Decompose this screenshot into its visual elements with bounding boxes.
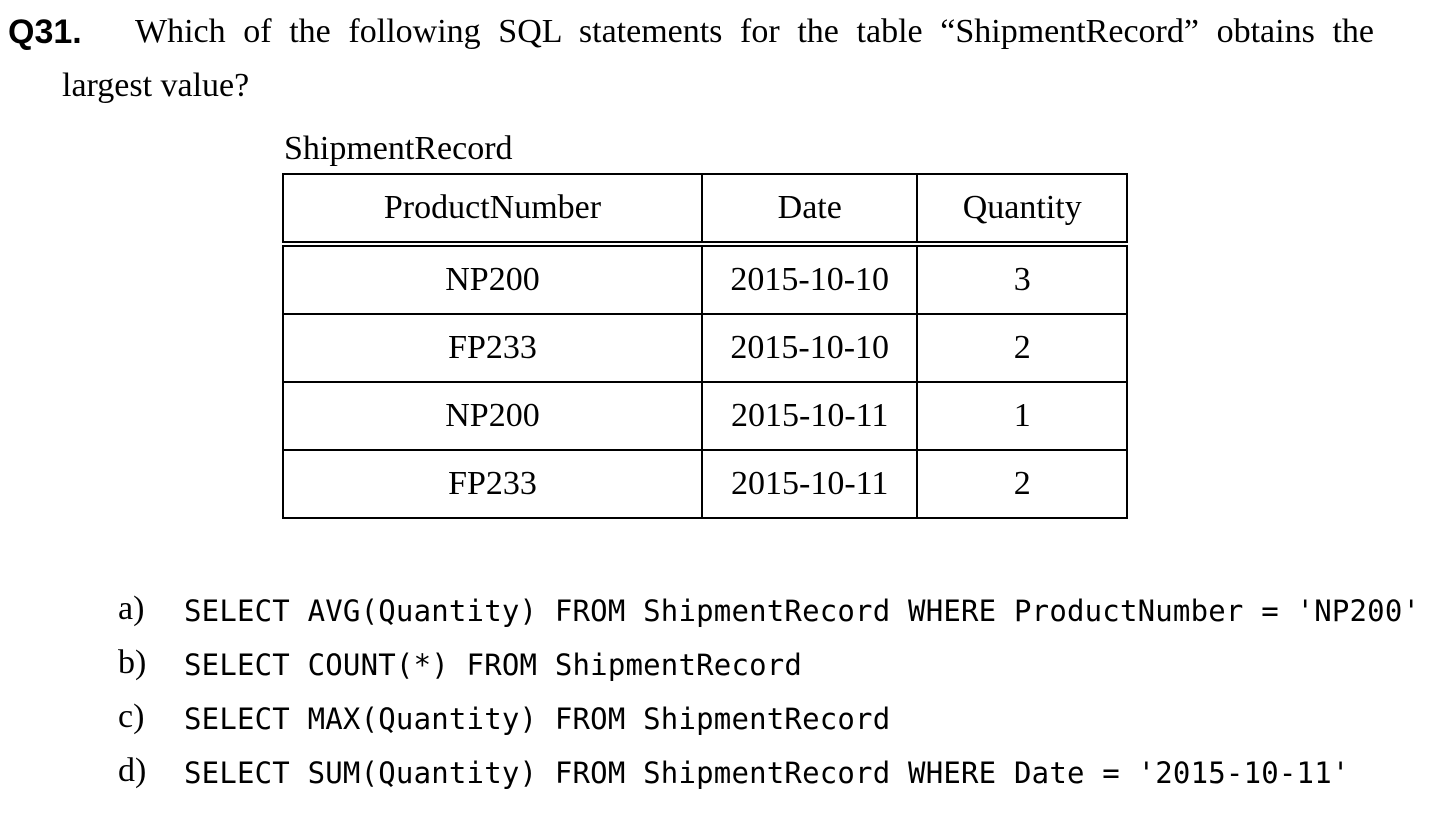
product-number-cell: NP200 <box>283 382 702 450</box>
option-label: a) <box>118 587 144 631</box>
product-number-cell: NP200 <box>283 244 702 314</box>
option-label: d) <box>118 749 146 793</box>
option-label: c) <box>118 695 144 739</box>
column-header-product-number: ProductNumber <box>283 174 702 244</box>
product-number-cell: FP233 <box>283 314 702 382</box>
question-text-line-2: largest value? <box>62 64 249 108</box>
date-cell: 2015-10-10 <box>702 314 918 382</box>
date-cell: 2015-10-11 <box>702 382 918 450</box>
date-cell: 2015-10-11 <box>702 450 918 518</box>
option-sql: SELECT MAX(Quantity) FROM ShipmentRecord <box>184 697 890 741</box>
table-row: NP200 2015-10-10 3 <box>283 244 1127 314</box>
option-label: b) <box>118 641 146 685</box>
column-header-quantity: Quantity <box>917 174 1127 244</box>
quantity-cell: 1 <box>917 382 1127 450</box>
question-text-line-1: Which of the following SQL statements fo… <box>135 10 1374 54</box>
option-sql: SELECT AVG(Quantity) FROM ShipmentRecord… <box>184 589 1420 633</box>
question-number: Q31. <box>8 10 82 54</box>
quantity-cell: 2 <box>917 450 1127 518</box>
table-row: NP200 2015-10-11 1 <box>283 382 1127 450</box>
table-row: FP233 2015-10-11 2 <box>283 450 1127 518</box>
date-cell: 2015-10-10 <box>702 244 918 314</box>
table-row: FP233 2015-10-10 2 <box>283 314 1127 382</box>
option-sql: SELECT COUNT(*) FROM ShipmentRecord <box>184 643 802 687</box>
table-header-row: ProductNumber Date Quantity <box>283 174 1127 244</box>
quantity-cell: 3 <box>917 244 1127 314</box>
product-number-cell: FP233 <box>283 450 702 518</box>
quantity-cell: 2 <box>917 314 1127 382</box>
option-sql: SELECT SUM(Quantity) FROM ShipmentRecord… <box>184 751 1350 795</box>
shipment-record-table: ProductNumber Date Quantity NP200 2015-1… <box>282 173 1128 519</box>
column-header-date: Date <box>702 174 918 244</box>
table-caption: ShipmentRecord <box>284 127 513 171</box>
